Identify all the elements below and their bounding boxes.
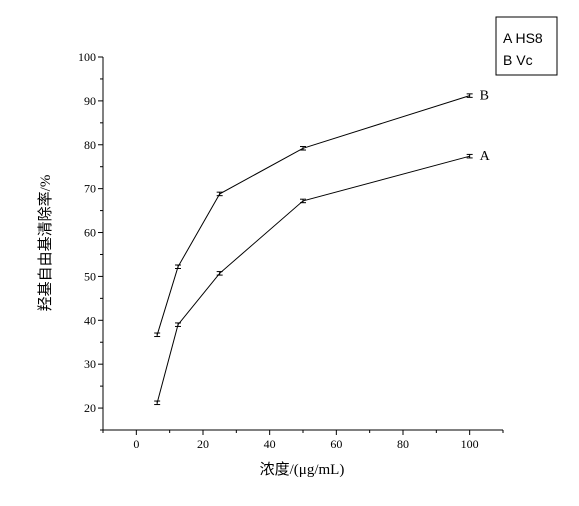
series-b-point — [466, 93, 473, 98]
series-a-point — [300, 198, 306, 204]
x-axis-title: 浓度/(μg/mL) — [260, 461, 345, 478]
series-b-point — [154, 332, 161, 338]
series-b-point — [175, 264, 181, 270]
series-b-point — [216, 191, 223, 197]
legend-entry-b: B Vc — [503, 52, 533, 68]
y-tick-label: 50 — [84, 269, 96, 283]
y-tick-label: 40 — [84, 313, 96, 327]
x-tick-label: 100 — [461, 437, 479, 451]
x-tick-label: 60 — [330, 437, 342, 451]
legend-entry-a: A HS8 — [503, 30, 543, 46]
series-a-label: A — [480, 149, 491, 164]
series-b-label: B — [480, 89, 489, 104]
y-tick-label: 100 — [78, 50, 96, 64]
x-tick-label: 80 — [397, 437, 409, 451]
legend-box — [495, 16, 558, 76]
y-tick-label: 30 — [84, 357, 96, 371]
series-a-point — [216, 271, 223, 276]
series-a-line — [156, 155, 470, 403]
series-a-point — [175, 322, 181, 327]
series-a-point — [154, 400, 161, 406]
y-tick-label: 60 — [84, 226, 96, 240]
series-b-line — [156, 95, 470, 335]
plot-area: AB — [154, 89, 491, 406]
x-tick-label: 40 — [264, 437, 276, 451]
y-tick-label: 20 — [84, 401, 96, 415]
y-tick-label: 70 — [84, 182, 96, 196]
legend: A HS8 B Vc — [495, 16, 558, 76]
y-tick-label: 80 — [84, 138, 96, 152]
y-tick-label: 90 — [84, 94, 96, 108]
y-axis-title: 羟基自由基清除率/% — [37, 175, 54, 312]
series-a-point — [466, 153, 473, 159]
x-tick-label: 0 — [133, 437, 139, 451]
axes: 20 30 40 50 60 70 80 90 100 0 20 40 60 80 100 — [78, 50, 504, 451]
x-tick-label: 20 — [197, 437, 209, 451]
series-b-point — [300, 146, 306, 151]
